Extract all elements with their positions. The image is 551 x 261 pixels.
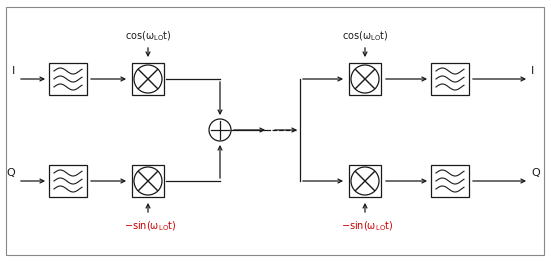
Text: $\mathregular{-sin(\omega_{LO}t)}$: $\mathregular{-sin(\omega_{LO}t)}$ (341, 219, 393, 233)
Circle shape (351, 167, 379, 195)
Text: $\mathregular{cos(\omega_{LO}t)}$: $\mathregular{cos(\omega_{LO}t)}$ (342, 29, 388, 43)
Text: Q: Q (6, 168, 15, 178)
Circle shape (351, 65, 379, 93)
Bar (349, 165, 381, 197)
Bar (349, 63, 381, 95)
Bar (431, 165, 469, 197)
Text: I: I (12, 66, 15, 76)
Text: $\mathregular{cos(\omega_{LO}t)}$: $\mathregular{cos(\omega_{LO}t)}$ (125, 29, 171, 43)
Text: I: I (531, 66, 534, 76)
Bar (49, 165, 87, 197)
Circle shape (209, 119, 231, 141)
Circle shape (134, 167, 162, 195)
Text: Q: Q (531, 168, 540, 178)
Circle shape (134, 65, 162, 93)
Bar (132, 165, 164, 197)
Text: $\mathregular{-sin(\omega_{LO}t)}$: $\mathregular{-sin(\omega_{LO}t)}$ (124, 219, 176, 233)
Bar (132, 63, 164, 95)
Bar (431, 63, 469, 95)
Bar (49, 63, 87, 95)
